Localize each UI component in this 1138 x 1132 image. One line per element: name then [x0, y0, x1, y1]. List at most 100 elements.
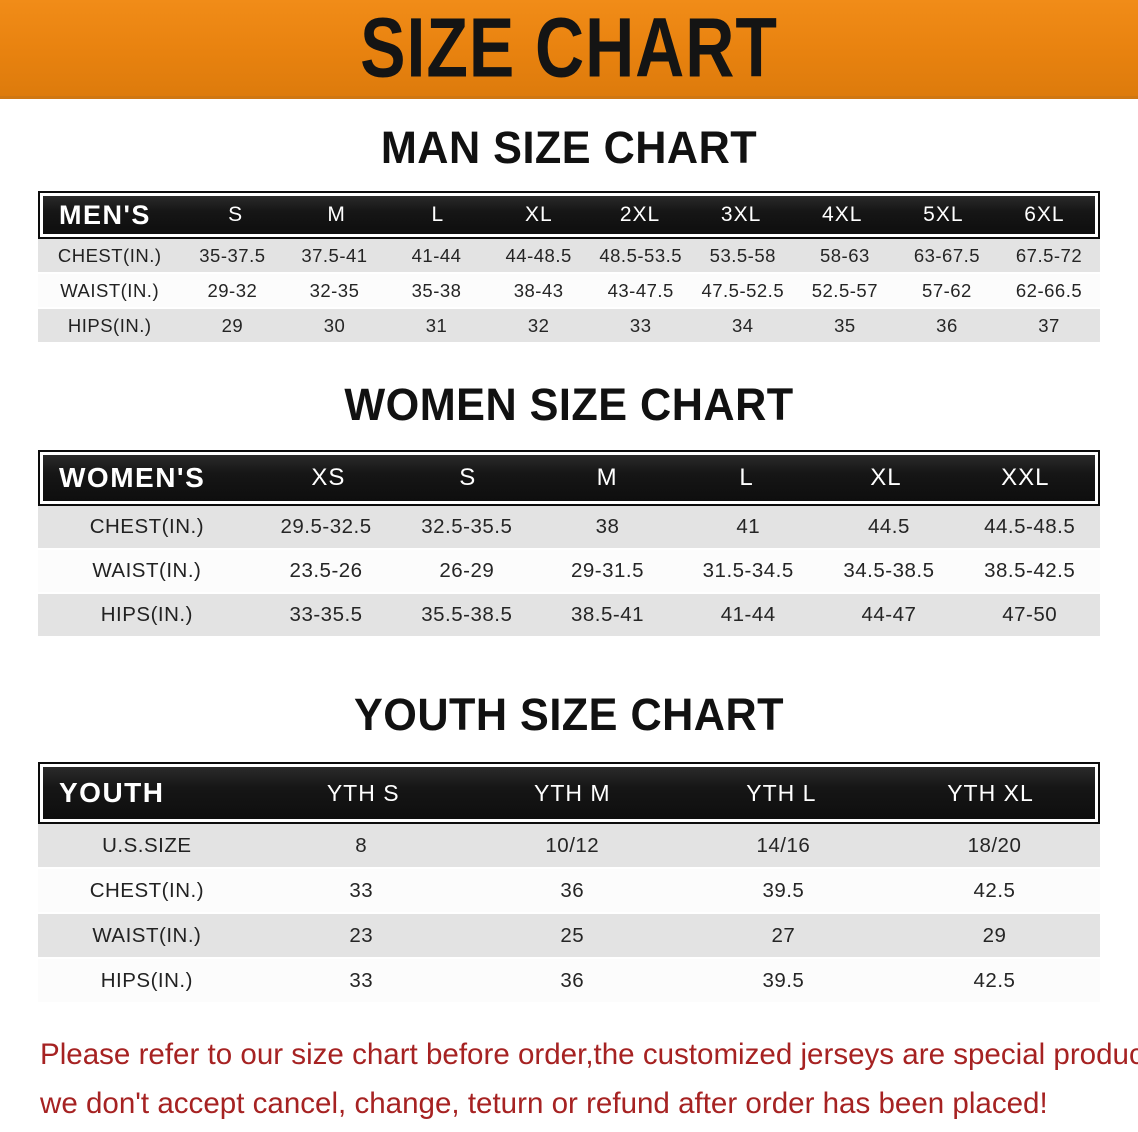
table-row: HIPS(IN.) 33 36 39.5 42.5 — [38, 959, 1100, 1004]
size-column-header: 3XL — [720, 203, 762, 226]
size-column-header: 6XL — [1024, 203, 1065, 226]
size-value-cell: 36 — [560, 878, 585, 902]
size-value-cell: 43-47.5 — [607, 279, 674, 301]
section-women-size-chart: WOMEN SIZE CHART WOMEN'S XS S M L XL XXL CHEST(I… — [0, 380, 1138, 638]
size-value-cell: 41-44 — [411, 244, 462, 266]
size-column-header: 2XL — [619, 203, 661, 226]
size-value-cell: 38.5-42.5 — [984, 559, 1076, 582]
table-row: CHEST(IN.) 29.5-32.5 32.5-35.5 38 41 44.5 44.5… — [38, 506, 1100, 550]
size-value-cell: 23.5-26 — [289, 559, 363, 582]
row-label: CHEST(IN.) — [57, 244, 162, 266]
size-column-header: YTH L — [746, 779, 817, 806]
size-value-cell: 37.5-41 — [301, 244, 368, 266]
size-value-cell: 47-50 — [1002, 603, 1058, 626]
size-value-cell: 32-35 — [309, 279, 360, 301]
section-youth-size-chart: YOUTH SIZE CHART YOUTH YTH S YTH M YTH L YTH … — [0, 690, 1138, 1004]
table-header-label: WOMEN'S — [59, 462, 206, 493]
size-value-cell: 30 — [323, 314, 346, 336]
size-value-cell: 38.5-41 — [570, 603, 645, 626]
size-value-cell: 58-63 — [819, 244, 870, 266]
size-value-cell: 33-35.5 — [289, 603, 363, 626]
size-value-cell: 32 — [527, 314, 550, 336]
size-column-header: XS — [311, 464, 346, 491]
size-table: YOUTH YTH S YTH M YTH L YTH XL U.S.SIZE 8 10/12… — [38, 762, 1100, 1004]
size-value-cell: 32.5-35.5 — [421, 515, 513, 538]
size-column-header: YTH M — [534, 779, 611, 806]
table-header-frame: YOUTH YTH S YTH M YTH L YTH XL — [38, 762, 1100, 824]
size-value-cell: 35-38 — [411, 279, 462, 301]
size-value-cell: 53.5-58 — [709, 244, 776, 266]
section-title: WOMEN SIZE CHART — [344, 379, 794, 430]
size-value-cell: 23 — [349, 923, 374, 947]
size-value-cell: 26-29 — [439, 559, 495, 582]
size-value-cell: 52.5-57 — [811, 279, 878, 301]
size-column-header: 4XL — [822, 203, 863, 226]
size-value-cell: 27 — [771, 923, 796, 947]
row-label: CHEST(IN.) — [89, 878, 205, 902]
size-value-cell: 33 — [349, 968, 374, 992]
section-men-size-chart: MAN SIZE CHART MEN'S S M L XL 2XL 3XL 4XL 5XL 6XL C… — [0, 123, 1138, 344]
table-row: U.S.SIZE 8 10/12 14/16 18/20 — [38, 824, 1100, 869]
size-value-cell: 38 — [595, 515, 620, 538]
banner-title: SIZE CHART — [360, 0, 778, 95]
size-value-cell: 37 — [1038, 314, 1060, 336]
size-value-cell: 42.5 — [973, 968, 1016, 992]
size-value-cell: 39.5 — [762, 878, 805, 902]
table-header-label: YOUTH — [59, 777, 165, 808]
size-value-cell: 18/20 — [967, 833, 1022, 857]
size-value-cell: 31 — [425, 314, 448, 336]
size-table: WOMEN'S XS S M L XL XXL CHEST(IN.) 29.5-32.5 32.5… — [38, 450, 1100, 638]
size-column-header: S — [459, 464, 477, 491]
row-label: WAIST(IN.) — [60, 279, 160, 301]
size-column-header: L — [431, 203, 445, 226]
size-column-header: XL — [525, 203, 553, 226]
row-label: HIPS(IN.) — [100, 968, 193, 992]
table-row: WAIST(IN.) 23.5-26 26-29 29-31.5 31.5-34.5 34… — [38, 550, 1100, 594]
size-column-header: YTH XL — [947, 779, 1034, 806]
table-row: WAIST(IN.) 23 25 27 29 — [38, 914, 1100, 959]
size-value-cell: 41-44 — [720, 603, 776, 626]
table-row: HIPS(IN.) 33-35.5 35.5-38.5 38.5-41 41-44 44-… — [38, 594, 1100, 638]
size-value-cell: 29-31.5 — [570, 559, 645, 582]
table-row: CHEST(IN.) 35-37.5 37.5-41 41-44 44-48.5 48.5… — [38, 239, 1100, 274]
row-label: WAIST(IN.) — [92, 559, 202, 582]
table-row: CHEST(IN.) 33 36 39.5 42.5 — [38, 869, 1100, 914]
table-header-row: YOUTH YTH S YTH M YTH L YTH XL — [43, 767, 1095, 819]
size-value-cell: 44.5-48.5 — [984, 515, 1076, 538]
footer-note-line-2: we don't accept cancel, change, teturn o… — [40, 1087, 1048, 1120]
row-label: HIPS(IN.) — [67, 314, 152, 336]
section-title: YOUTH SIZE CHART — [353, 689, 785, 740]
size-value-cell: 39.5 — [762, 968, 805, 992]
size-column-header: XL — [870, 464, 902, 491]
size-value-cell: 29-32 — [207, 279, 258, 301]
size-tables-container: MAN SIZE CHART MEN'S S M L XL 2XL 3XL 4XL 5XL 6XL C… — [0, 123, 1138, 1004]
row-label: WAIST(IN.) — [92, 923, 202, 947]
size-value-cell: 62-66.5 — [1015, 279, 1083, 301]
table-body: CHEST(IN.) 29.5-32.5 32.5-35.5 38 41 44.5 44.5… — [38, 506, 1100, 638]
size-table: MEN'S S M L XL 2XL 3XL 4XL 5XL 6XL CHEST(IN.) 35-37… — [38, 191, 1100, 344]
size-value-cell: 44-47 — [861, 603, 917, 626]
size-value-cell: 33 — [629, 314, 652, 336]
table-header-frame: MEN'S S M L XL 2XL 3XL 4XL 5XL 6XL — [38, 191, 1100, 239]
size-value-cell: 38-43 — [513, 279, 564, 301]
size-value-cell: 29 — [221, 314, 244, 336]
table-header-frame: WOMEN'S XS S M L XL XXL — [38, 450, 1100, 506]
size-value-cell: 29.5-32.5 — [280, 515, 372, 538]
size-value-cell: 57-62 — [922, 279, 972, 301]
size-value-cell: 44.5 — [867, 515, 910, 538]
size-value-cell: 48.5-53.5 — [599, 244, 683, 266]
size-value-cell: 67.5-72 — [1015, 244, 1083, 266]
size-value-cell: 36 — [936, 314, 958, 336]
size-value-cell: 36 — [560, 968, 585, 992]
table-row: WAIST(IN.) 29-32 32-35 35-38 38-43 43-47.5 47.… — [38, 274, 1100, 309]
size-value-cell: 34 — [732, 314, 754, 336]
size-column-header: S — [228, 203, 244, 226]
size-column-header: M — [327, 203, 346, 226]
table-header-label: MEN'S — [59, 199, 151, 230]
size-column-header: M — [596, 464, 618, 491]
size-value-cell: 34.5-38.5 — [843, 559, 935, 582]
table-header-row: WOMEN'S XS S M L XL XXL — [43, 455, 1095, 501]
table-body: CHEST(IN.) 35-37.5 37.5-41 41-44 44-48.5 48.5… — [38, 239, 1100, 344]
size-value-cell: 35 — [834, 314, 856, 336]
